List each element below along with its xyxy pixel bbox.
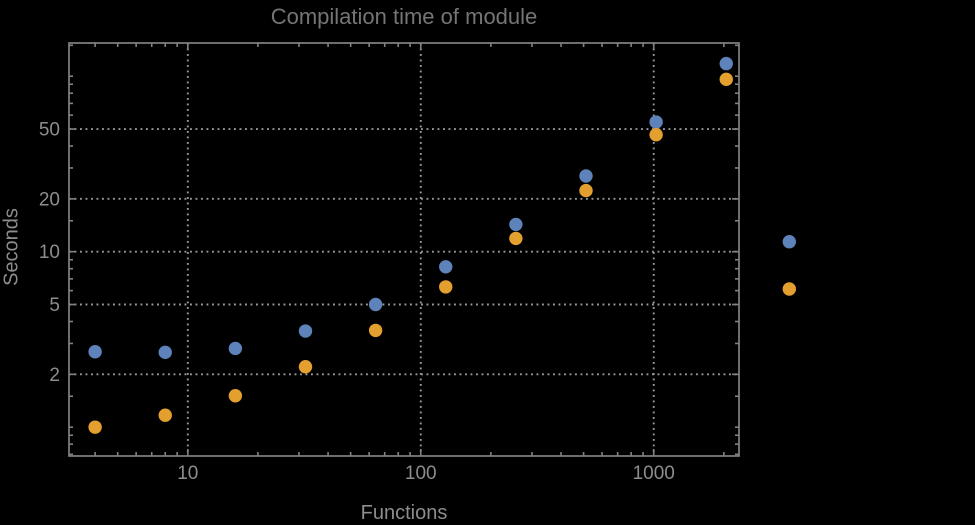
- data-point-series-orange: [368, 323, 383, 338]
- x-tick-label: 1000: [633, 463, 675, 484]
- data-point-series-blue: [439, 260, 453, 274]
- legend-marker-series-blue: [782, 235, 796, 249]
- data-point-series-orange: [509, 231, 523, 246]
- y-tick-label: 10: [39, 242, 60, 263]
- x-tick-label: 100: [405, 463, 437, 484]
- data-point-series-orange: [719, 72, 733, 87]
- data-point-series-blue: [368, 297, 383, 312]
- y-tick-label: 50: [39, 120, 60, 141]
- chart-title: Compilation time of module: [270, 4, 538, 29]
- data-point-series-blue: [158, 345, 172, 360]
- data-point-series-orange: [158, 408, 172, 422]
- data-point-series-orange: [649, 128, 663, 142]
- x-axis-label: Functions: [360, 502, 448, 524]
- legend-marker-series-orange: [782, 282, 796, 296]
- data-point-series-blue: [719, 56, 733, 71]
- data-point-series-blue: [649, 115, 663, 129]
- y-tick-label: 2: [49, 365, 60, 386]
- data-point-series-blue: [509, 217, 523, 232]
- data-point-series-orange: [579, 183, 593, 198]
- data-point-series-orange: [439, 280, 453, 294]
- data-point-series-orange: [228, 389, 243, 403]
- data-point-series-blue: [228, 341, 243, 356]
- x-tick-label: 10: [177, 463, 198, 484]
- data-point-series-blue: [298, 324, 313, 338]
- data-point-series-orange: [298, 360, 313, 374]
- plot-frame: [68, 42, 740, 457]
- data-point-series-blue: [88, 345, 102, 359]
- data-point-series-orange: [88, 420, 102, 434]
- y-tick-label: 20: [39, 189, 60, 210]
- y-tick-label: 5: [49, 295, 60, 316]
- data-point-series-blue: [579, 169, 593, 183]
